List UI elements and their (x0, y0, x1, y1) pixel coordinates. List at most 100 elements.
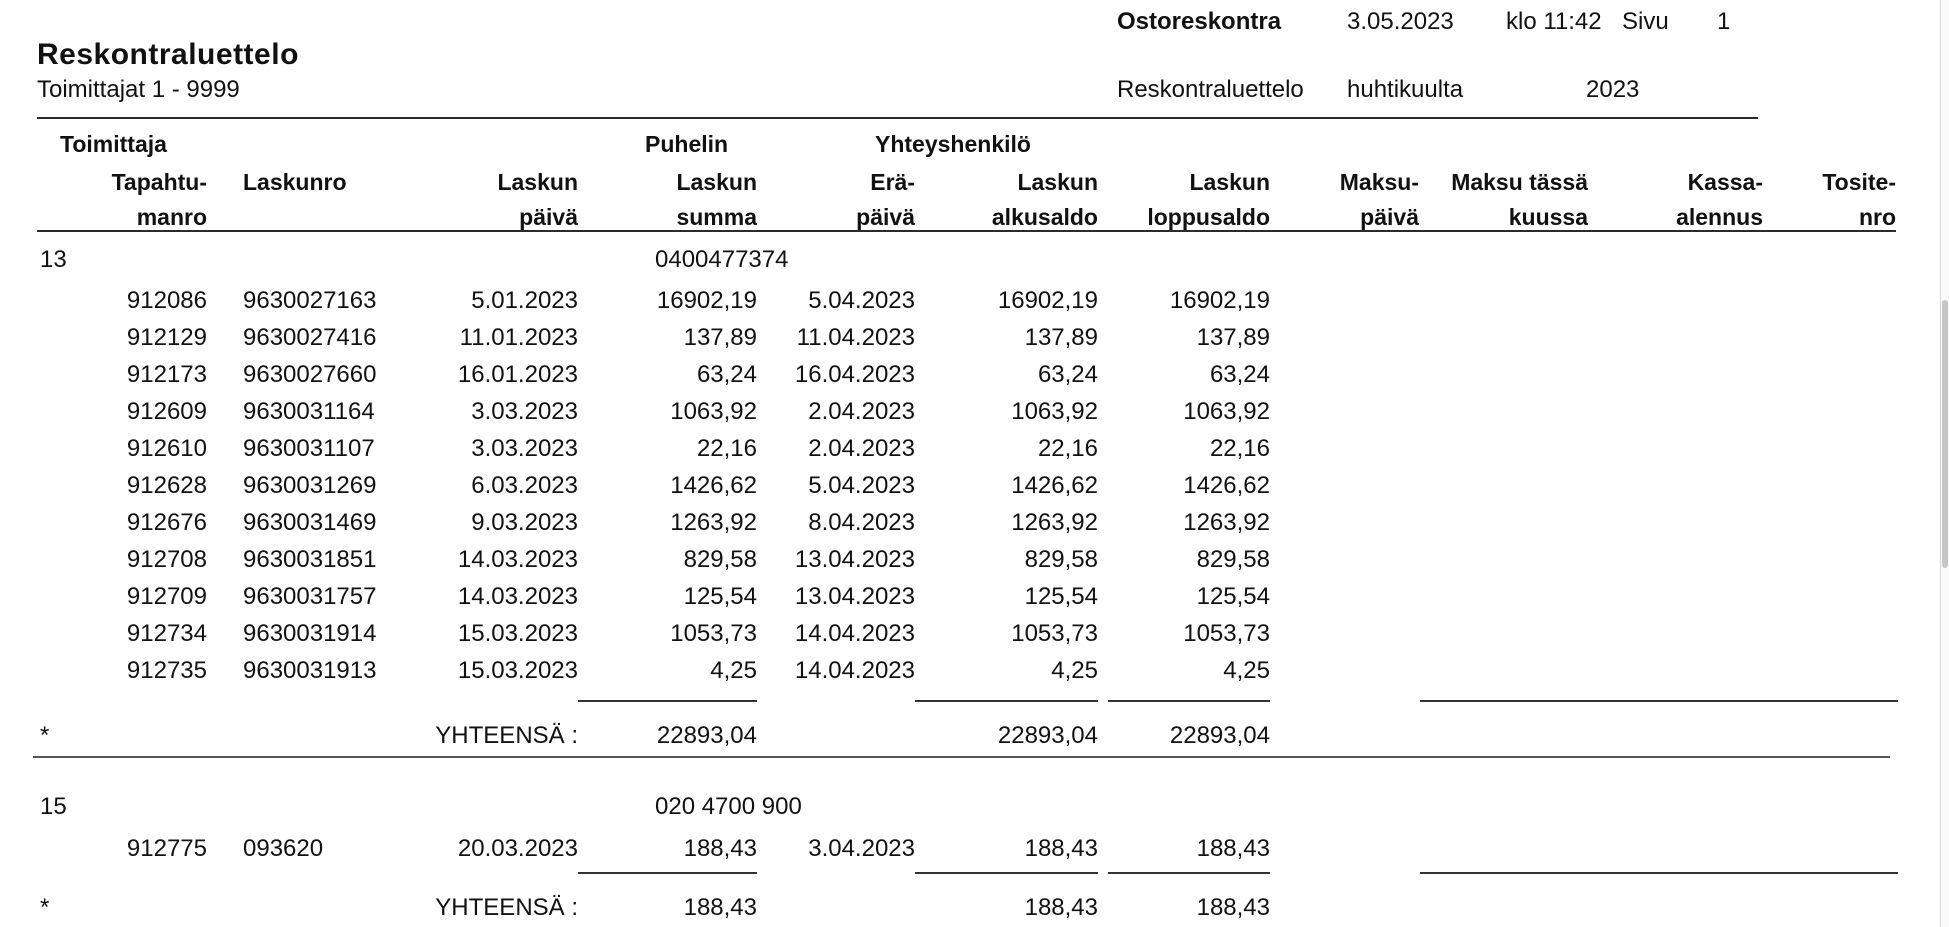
column-header: Maksu tässä kuussa (1451, 169, 1588, 230)
report-name-right: Reskontraluettelo (1117, 76, 1304, 103)
invoice-cell: 22,16 (1209, 435, 1270, 462)
invoice-cell: 125,54 (683, 583, 757, 610)
invoice-cell: 912734 (126, 620, 207, 647)
invoice-cell (1419, 467, 1588, 504)
supplier-number: 13 (40, 246, 67, 273)
section-divider (33, 756, 1890, 758)
invoice-cell (1419, 282, 1588, 319)
invoice-cell: 137,89 (1024, 324, 1098, 351)
invoice-cell: 9630027416 (243, 324, 377, 351)
invoice-row: 912173 9630027660 16.01.2023 63,24 16.04.202… (37, 356, 1896, 393)
invoice-row: 912708 9630031851 14.03.2023 829,58 13.04.20… (37, 541, 1896, 578)
invoice-cell: 5.01.2023 (471, 287, 578, 314)
invoice-cell (1419, 356, 1588, 393)
report-year: 2023 (1586, 76, 1640, 103)
invoice-cell: 4,25 (1051, 657, 1098, 684)
column-header: Laskun alkusaldo (991, 169, 1098, 230)
invoice-cell (1270, 282, 1419, 319)
column-header: Laskunro (243, 169, 347, 195)
invoice-cell: 912609 (126, 398, 207, 425)
column-header: Tosite-nro (1822, 169, 1896, 230)
invoice-cell: 22,16 (696, 435, 757, 462)
vertical-scrollbar[interactable] (1940, 0, 1949, 927)
invoice-cell: 3.03.2023 (471, 435, 578, 462)
scrollbar-thumb[interactable] (1942, 300, 1948, 568)
invoice-cell (1419, 830, 1588, 867)
invoice-cell: 137,89 (1196, 324, 1270, 351)
invoice-cell (1763, 467, 1896, 504)
invoice-cell (1588, 652, 1763, 689)
invoice-cell: 16.01.2023 (457, 361, 578, 388)
invoice-cell: 5.04.2023 (808, 472, 915, 499)
total-alkusaldo: 188,43 (1024, 894, 1098, 921)
invoice-cell (1270, 541, 1419, 578)
invoice-cell: 20.03.2023 (457, 835, 578, 862)
invoice-cell: 14.03.2023 (457, 546, 578, 573)
invoice-cell: 912676 (126, 509, 207, 536)
invoice-cell (1419, 578, 1588, 615)
invoice-cell: 125,54 (1024, 583, 1098, 610)
invoice-cell: 2.04.2023 (808, 398, 915, 425)
invoice-cell: 3.04.2023 (808, 835, 915, 862)
invoice-cell: 1426,62 (1183, 472, 1270, 499)
invoice-cell (1588, 282, 1763, 319)
invoice-cell: 63,24 (696, 361, 757, 388)
invoice-table: 912086 9630027163 5.01.2023 16902,19 5.04.20… (37, 282, 1896, 689)
invoice-cell (1419, 430, 1588, 467)
totals-underline (578, 700, 757, 702)
invoice-cell (1763, 393, 1896, 430)
invoice-table: 912775 093620 20.03.2023 188,43 3.04.2023 188… (37, 830, 1896, 867)
invoice-cell: 1426,62 (1011, 472, 1098, 499)
supplier-number: 15 (40, 793, 67, 820)
invoice-cell: 11.04.2023 (796, 324, 915, 351)
invoice-cell: 16902,19 (997, 287, 1098, 314)
invoice-row: 912775 093620 20.03.2023 188,43 3.04.2023 188… (37, 830, 1896, 867)
column-header: Kassa-alennus (1676, 169, 1763, 230)
invoice-cell: 9630031269 (243, 472, 377, 499)
invoice-cell (1270, 356, 1419, 393)
invoice-cell (1763, 578, 1896, 615)
invoice-cell: 9630027660 (243, 361, 377, 388)
invoice-cell: 9630031914 (243, 620, 377, 647)
invoice-cell: 9630031164 (243, 398, 375, 425)
invoice-cell: 13.04.2023 (794, 546, 915, 573)
invoice-cell (1588, 830, 1763, 867)
invoice-cell: 9630031851 (243, 546, 377, 573)
invoice-row: 912709 9630031757 14.03.2023 125,54 13.04.20… (37, 578, 1896, 615)
invoice-cell: 093620 (243, 835, 324, 862)
invoice-cell (1588, 319, 1763, 356)
group-header-puhelin: Puhelin (645, 131, 729, 157)
print-date: 3.05.2023 (1347, 8, 1454, 35)
total-marker: * (40, 722, 50, 749)
invoice-cell (1763, 541, 1896, 578)
total-loppusaldo: 22893,04 (1169, 722, 1270, 749)
column-header-table: Tapahtu-manro Laskunro Laskun päivä Laskun su… (37, 165, 1896, 235)
report-subtitle: Toimittajat 1 - 9999 (37, 76, 240, 103)
invoice-cell (1588, 430, 1763, 467)
invoice-cell: 912129 (126, 324, 207, 351)
invoice-cell: 1263,92 (1011, 509, 1098, 536)
invoice-cell: 14.04.2023 (794, 620, 915, 647)
report-title: Reskontraluettelo (37, 38, 299, 71)
invoice-cell: 16902,19 (1169, 287, 1270, 314)
supplier-phone: 0400477374 (655, 246, 789, 273)
total-label: YHTEENSÄ : (435, 722, 578, 749)
totals-underline (1108, 872, 1270, 874)
column-header: Laskun loppusaldo (1147, 169, 1270, 230)
invoice-row: 912086 9630027163 5.01.2023 16902,19 5.04.20… (37, 282, 1896, 319)
invoice-cell (1419, 504, 1588, 541)
invoice-cell: 6.03.2023 (471, 472, 578, 499)
invoice-cell: 4,25 (1223, 657, 1270, 684)
column-header: Erä-päivä (856, 169, 915, 230)
invoice-cell: 1426,62 (670, 472, 757, 499)
invoice-cell: 8.04.2023 (808, 509, 915, 536)
invoice-cell (1419, 393, 1588, 430)
invoice-cell (1763, 430, 1896, 467)
invoice-cell: 1063,92 (670, 398, 757, 425)
invoice-cell: 9630031757 (243, 583, 377, 610)
invoice-cell (1270, 467, 1419, 504)
invoice-cell: 4,25 (710, 657, 757, 684)
invoice-cell: 14.03.2023 (457, 583, 578, 610)
column-header: Laskun summa (676, 169, 757, 230)
invoice-cell: 1053,73 (1011, 620, 1098, 647)
